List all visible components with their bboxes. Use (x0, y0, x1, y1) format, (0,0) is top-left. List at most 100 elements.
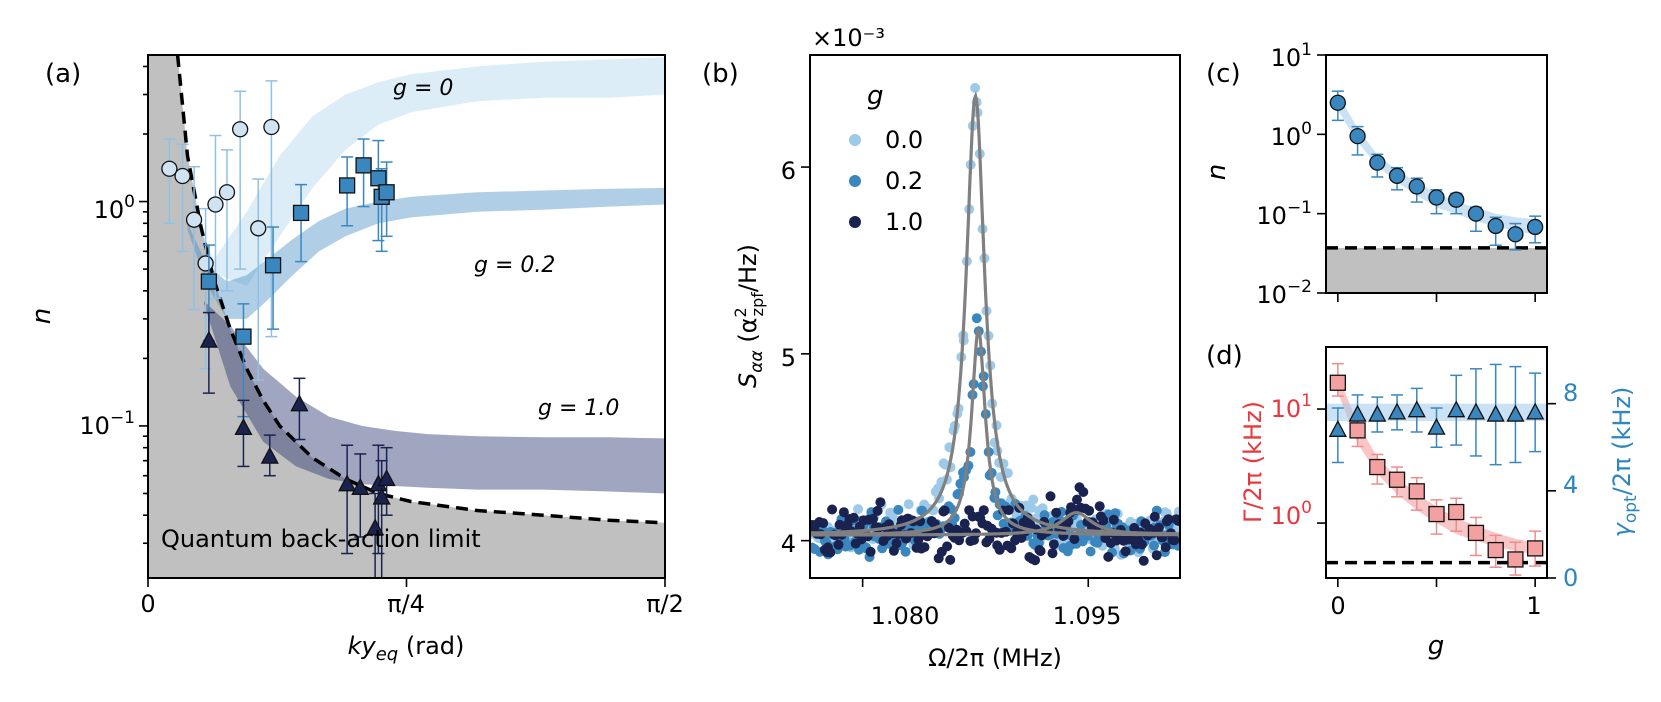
panel-b-point-g1 (919, 542, 930, 553)
panel-d-gamma-opt-point (1486, 404, 1505, 422)
panel-a-band-g0 (190, 57, 665, 287)
panel-b-point-g1 (1048, 539, 1059, 550)
panel-d-gamma-opt-point (1427, 417, 1446, 435)
panel-c-point (1448, 191, 1465, 208)
panel-b-point-g1 (868, 513, 878, 524)
panel-a-label: (a) (45, 59, 81, 89)
panel-b-point-g1 (1151, 550, 1162, 561)
panel-b-point-g02 (1085, 546, 1096, 557)
panel-c-point (1487, 217, 1504, 235)
panel-b-legend-marker-g1 (849, 216, 861, 228)
panel-c-limit-region (1326, 247, 1547, 293)
panel-d-gamma-opt-point (1506, 404, 1525, 422)
panel-a-point-g1 (377, 469, 396, 487)
panel-b-point-g1 (1108, 514, 1119, 525)
panel-a: (a) 0 π/4 π/2 100 10−1 kyeq (rad) n Quan… (27, 54, 684, 665)
panel-d-gamma-point (1467, 524, 1485, 542)
panel-b: (b) ×10⁻³ 1.080 1.095 4 5 6 Ω/2π (MHz) S… (702, 24, 1181, 672)
panel-b-point-g1 (984, 533, 995, 544)
panel-b-point-g1 (978, 505, 989, 516)
panel-a-point-g1 (234, 418, 253, 436)
panel-b-fit-g1 (810, 510, 1180, 537)
panel-b-ylabel: Sαα (α2zpf/Hz) (731, 244, 767, 388)
panel-a-point-g1 (338, 474, 357, 492)
panel-b-point-g1 (1035, 546, 1046, 557)
panel-b-point-g02 (893, 504, 904, 515)
panel-d-xlabel: g (1428, 631, 1445, 661)
panel-b-point-g1 (1072, 494, 1082, 505)
panel-a-point-g02 (370, 170, 387, 187)
panel-d-gamma-opt-point (1407, 400, 1426, 418)
panel-a-limit-label: Quantum back-action limit (161, 525, 481, 553)
panel-b-point-g1 (1098, 515, 1109, 526)
panel-a-point-g02 (292, 204, 310, 222)
panel-a-point-g1 (372, 487, 391, 505)
panel-b-point-g1 (994, 544, 1005, 555)
panel-b-point-g1 (818, 518, 829, 529)
panel-a-point-g02 (355, 157, 372, 174)
panel-c-ytick-2: 10−1 (1256, 198, 1312, 230)
panel-a-series-label-g02: g = 0.2 (474, 253, 555, 278)
panel-b-point-g0 (903, 499, 914, 510)
panel-c: (c) 101 100 10−1 10−2 n (1202, 40, 1548, 309)
panel-b-ytick-0: 4 (781, 530, 796, 558)
panel-b-point-g1 (1163, 514, 1174, 525)
panel-b-point-g0 (1026, 502, 1037, 513)
panel-b-point-g1 (838, 507, 849, 518)
panel-b-point-g1 (1047, 548, 1058, 559)
panel-d-label: (d) (1206, 341, 1243, 371)
panel-b-point-g1 (888, 545, 899, 556)
panel-b-point-g1 (1030, 555, 1041, 566)
panel-b-point-g1 (959, 518, 970, 529)
panel-a-band-g02 (187, 187, 665, 319)
panel-b-legend-marker-g02 (849, 175, 861, 187)
panel-b-point-g1 (1078, 487, 1089, 497)
panel-b-point-g1 (1045, 491, 1056, 502)
panel-c-point (1527, 218, 1544, 236)
panel-b-point-g0 (1173, 506, 1180, 517)
panel-d-gamma-point (1408, 483, 1425, 500)
panel-c-point (1507, 226, 1524, 243)
panel-d-ytick-right-0: 0 (1563, 564, 1578, 592)
panel-a-xlabel: kyeq (rad) (348, 632, 465, 665)
panel-b-point-g1 (1051, 507, 1062, 518)
panel-d-gamma-point (1487, 541, 1504, 559)
panel-a-point-g0 (263, 118, 280, 136)
panel-d-gamma-point (1388, 471, 1406, 488)
panel-c-point (1369, 154, 1386, 171)
panel-d-gamma-point (1527, 540, 1544, 557)
panel-a-point-g0 (250, 220, 267, 237)
panel-b-point-g1 (1084, 505, 1095, 516)
panel-b-point-g02 (971, 313, 982, 324)
panel-b-point-g1 (875, 497, 886, 508)
panel-a-point-g1 (351, 477, 370, 495)
panel-b-point-g1 (1153, 522, 1164, 533)
panel-b-legend-entry-g1: 1.0 (885, 208, 923, 236)
panel-a-xtick-1: π/4 (387, 590, 425, 618)
panel-d-xtick-0: 0 (1330, 592, 1345, 620)
panel-d-ylabel-left: Γ/2π (kHz) (1239, 401, 1267, 523)
panel-b-ytick-1: 5 (781, 344, 796, 372)
panel-b-point-g0 (1028, 494, 1039, 505)
panel-a-point-g1 (290, 394, 309, 412)
panel-a-point-g02 (200, 273, 218, 290)
panel-b-point-g1 (848, 512, 859, 523)
panel-a-point-g1 (366, 518, 385, 536)
panel-d-ytick-right-1: 4 (1563, 471, 1578, 499)
panel-b-point-g1 (1069, 534, 1080, 545)
panel-b-legend-title: g (867, 81, 884, 111)
panel-b-point-g02 (1149, 540, 1159, 551)
panel-a-series-label-g1: g = 1.0 (538, 396, 619, 421)
panel-d-gamma-opt-point (1447, 400, 1466, 418)
panel-b-point-g1 (1003, 505, 1014, 516)
panel-b-point-g1 (939, 505, 950, 516)
panel-d-ytick-right-2: 8 (1563, 379, 1578, 407)
panel-c-ytick-3: 10−2 (1256, 277, 1312, 309)
panel-b-point-g1 (913, 534, 924, 545)
panel-b-xlabel: Ω/2π (MHz) (928, 644, 1062, 672)
panel-d-gamma-opt-point (1526, 402, 1545, 420)
panel-a-point-g0 (232, 121, 249, 138)
panel-c-point (1388, 167, 1406, 184)
panel-d: (d) 0 1 101 100 0 4 8 g Γ/2π (kHz) γopt/… (1206, 341, 1641, 661)
